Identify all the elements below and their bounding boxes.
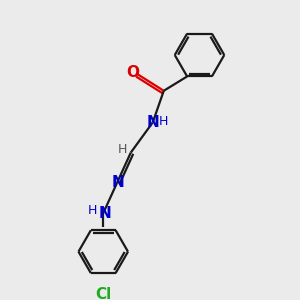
Text: N: N [98, 206, 111, 221]
Text: N: N [112, 175, 125, 190]
Text: Cl: Cl [95, 287, 111, 300]
Text: H: H [117, 143, 127, 156]
Text: O: O [127, 65, 140, 80]
Text: N: N [146, 115, 159, 130]
Text: H: H [88, 204, 98, 217]
Text: H: H [159, 115, 168, 128]
